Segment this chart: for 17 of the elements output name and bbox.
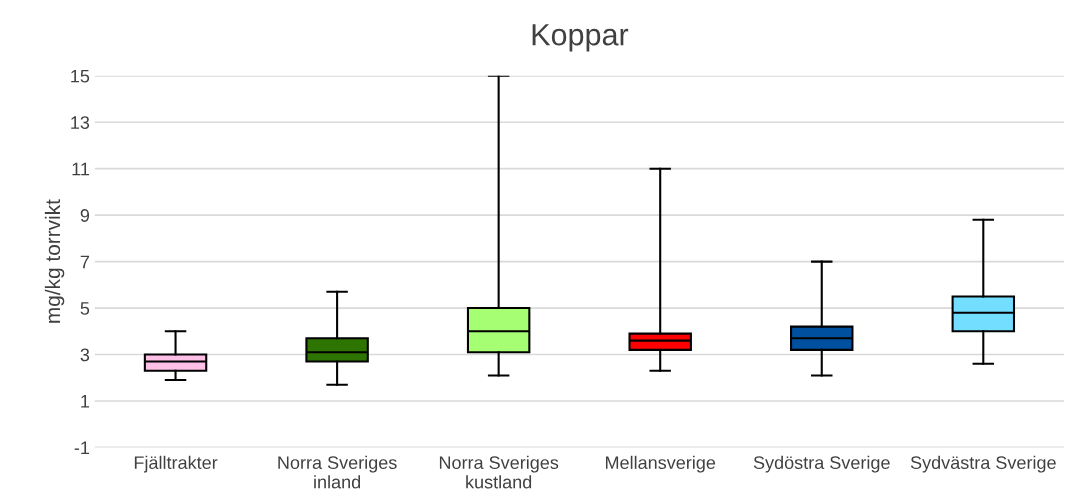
x-tick-label: Norra Sveriges kustland <box>439 455 559 489</box>
y-tick-label: 3 <box>80 348 90 362</box>
x-tick-label: Mellansverige <box>605 455 716 473</box>
x-tick-label: Sydvästra Sverige <box>910 455 1056 473</box>
y-tick-label: 1 <box>81 395 90 408</box>
y-tick-label: 7 <box>80 255 90 269</box>
y-tick-label: 5 <box>80 302 90 315</box>
y-tick-label: 13 <box>71 116 90 129</box>
y-axis-title: mg/kg torrvikt <box>44 199 65 323</box>
x-tick-label: Norra Sveriges inland <box>278 455 397 489</box>
chart-title: Koppar <box>532 24 629 52</box>
y-tick-label: 15 <box>71 69 90 83</box>
y-tick-label: 9 <box>80 209 90 222</box>
y-tick-label: 11 <box>72 162 90 176</box>
x-tick-label: Sydöstra Sverige <box>753 455 890 473</box>
y-tick-label: -1 <box>74 441 90 454</box>
x-tick-label: Fjälltrakter <box>134 455 218 473</box>
